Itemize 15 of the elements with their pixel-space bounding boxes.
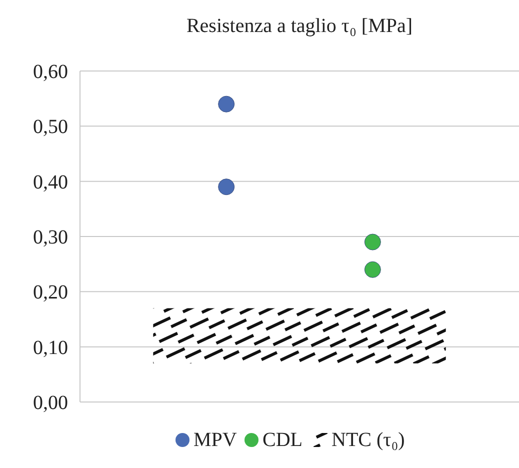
- legend-label: MPV: [194, 429, 238, 451]
- chart-title: Resistenza a taglio τ₀ [MPa]: [186, 15, 413, 37]
- legend-label: CDL: [262, 429, 302, 451]
- point: [218, 96, 235, 112]
- point: [364, 234, 381, 250]
- y-tick-label: 0,20: [33, 282, 68, 304]
- point: [364, 261, 381, 278]
- y-tick-label: 0,40: [33, 171, 68, 194]
- y-tick-label: 0,00: [33, 392, 68, 414]
- y-tick-label: 0,30: [33, 226, 68, 248]
- y-tick-label: 0,60: [33, 61, 68, 83]
- point: [218, 178, 235, 196]
- y-tick-label: 0,50: [33, 116, 68, 138]
- legend-label: NTC (τ₀): [332, 429, 405, 451]
- y-tick-label: 0,10: [33, 336, 68, 359]
